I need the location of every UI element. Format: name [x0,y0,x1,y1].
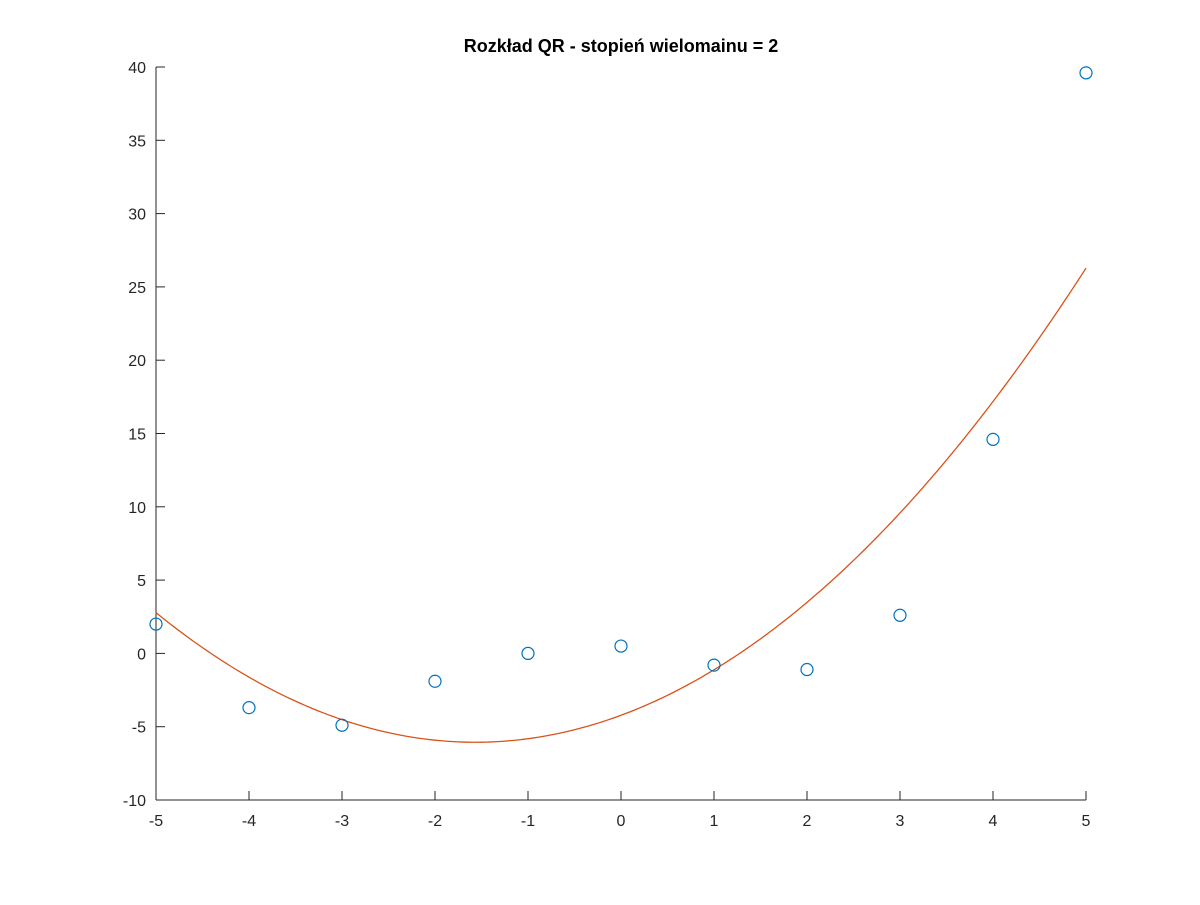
points-layer [149,66,1093,732]
y-tick-label: 0 [137,646,146,663]
y-tick-label: -5 [132,720,146,737]
y-tick-label: 35 [128,133,146,150]
data-point [149,617,163,631]
y-tick-label: 30 [128,207,146,224]
data-point [893,608,907,622]
fit-layer [155,267,1087,743]
data-point [614,639,628,653]
fit-curve [155,267,1087,743]
x-tick-label: 5 [1082,813,1091,830]
data-point [428,674,442,688]
data-point [800,662,814,677]
y-tick-label: 5 [137,573,146,590]
x-tick-label: 1 [710,813,719,830]
data-point [707,658,721,672]
data-point [521,646,535,661]
x-tick-label: 3 [896,813,905,830]
x-tick-label: 0 [617,813,626,830]
y-tick-label: -10 [123,793,146,810]
y-tick-label: 15 [128,427,146,444]
x-tick-label: 4 [989,813,998,830]
x-tick-label: 2 [803,813,812,830]
x-tick-label: -1 [521,813,535,830]
chart-title: Rozkład QR - stopień wielomainu = 2 [464,36,779,56]
y-tick-label: 40 [128,60,146,77]
data-point [242,701,256,715]
x-tick-label: -2 [428,813,442,830]
axes [155,67,1086,801]
x-tick-label: -3 [335,813,349,830]
data-point [335,718,349,732]
y-tick-label: 20 [128,353,146,370]
data-point [1079,66,1093,80]
x-tick-label: -4 [242,813,256,830]
y-tick-label: 10 [128,500,146,517]
x-tick-label: -5 [149,813,163,830]
y-tick-label: 25 [128,280,146,297]
data-point [986,432,1000,446]
